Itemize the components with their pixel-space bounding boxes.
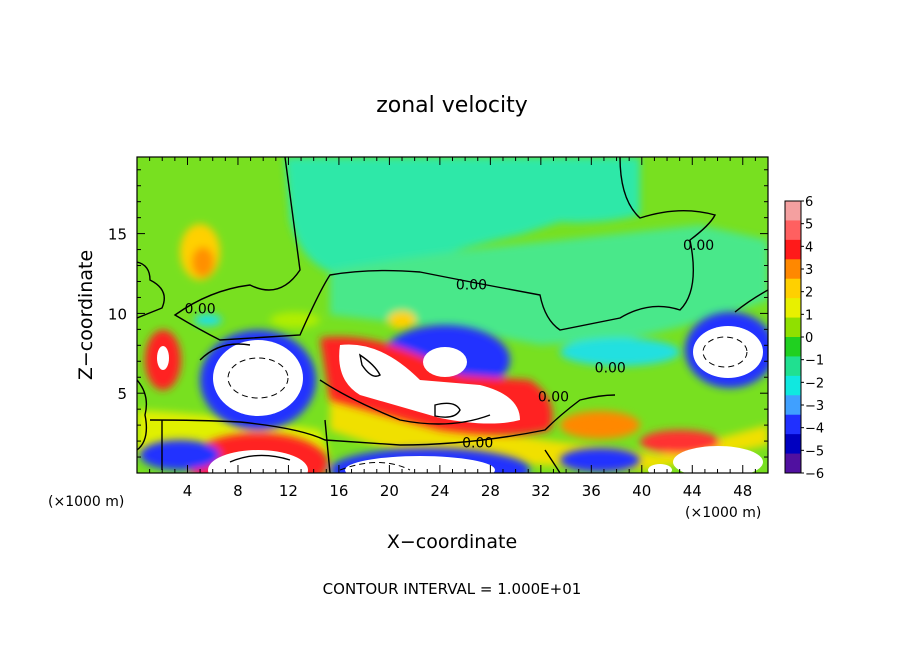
colorbar-labels: 6 5 4 3 2 1 0 −1 −2 −3 −4 −5 −6: [805, 195, 824, 482]
colorbar-swatch: [785, 220, 801, 241]
colorbar-label: −2: [805, 376, 824, 391]
colorbar-label: 3: [805, 263, 813, 278]
x-tick-label: 16: [329, 482, 348, 500]
y-tick-label: 15: [108, 226, 127, 244]
colorbar-label: −6: [805, 467, 824, 482]
contour-label: 0.00: [185, 302, 216, 318]
x-tick-label: 40: [632, 482, 651, 500]
x-unit-label-right: (×1000 m): [685, 505, 761, 521]
y-axis-label: Z−coordinate: [75, 250, 97, 380]
colorbar-label: −4: [805, 422, 824, 437]
colorbar-label: −3: [805, 399, 824, 414]
x-tick-labels: 4 8 12 16 20 24 28 32 36 40 44 48: [183, 482, 753, 500]
x-tick-label: 12: [279, 482, 298, 500]
colorbar: [784, 200, 804, 474]
negative-contours: [227, 336, 748, 471]
colorbar-swatch: [785, 298, 801, 319]
x-tick-label: 48: [733, 482, 752, 500]
colorbar-swatch: [785, 395, 801, 416]
x-axis-label: X−coordinate: [387, 531, 517, 553]
x-tick-label: 20: [380, 482, 399, 500]
colorbar-swatch: [785, 239, 801, 260]
colorbar-swatch: [785, 278, 801, 299]
colorbar-label: −5: [805, 444, 824, 459]
contour-label: 0.00: [462, 436, 493, 452]
colorbar-label: 0: [805, 331, 813, 346]
y-tick-labels: 5 10 15: [108, 226, 127, 404]
contour-label: 0.00: [538, 389, 569, 405]
x-tick-label: 4: [183, 482, 193, 500]
colorbar-swatch: [785, 414, 801, 435]
colorbar-swatch: [785, 434, 801, 455]
x-tick-label: 44: [683, 482, 702, 500]
axis-ticks: [137, 157, 768, 473]
heatmap-field: [137, 157, 768, 473]
colorbar-swatch: [785, 453, 801, 474]
colorbar-label: 6: [805, 195, 813, 210]
x-tick-label: 32: [531, 482, 550, 500]
contour-label: 0.00: [456, 278, 487, 294]
colorbar-label: 1: [805, 308, 813, 323]
chart-title: zonal velocity: [376, 93, 528, 118]
colorbar-swatch: [785, 259, 801, 280]
x-tick-label: 36: [582, 482, 601, 500]
colorbar-label: 5: [805, 218, 813, 233]
colorbar-label: −1: [805, 354, 824, 369]
x-tick-label: 28: [481, 482, 500, 500]
y-tick-label: 5: [117, 385, 127, 403]
colorbar-label: 4: [805, 240, 813, 255]
y-tick-label: 10: [108, 305, 127, 323]
x-tick-label: 24: [430, 482, 449, 500]
contour-lines: [137, 157, 768, 473]
colorbar-swatch: [785, 375, 801, 396]
contour-label: 0.00: [683, 238, 714, 254]
x-unit-label-left: (×1000 m): [48, 494, 124, 510]
colorbar-swatch: [785, 317, 801, 338]
colorbar-label: 2: [805, 286, 813, 301]
contour-label: 0.00: [595, 361, 626, 377]
colorbar-swatch: [785, 337, 801, 357]
contour-labels: 0.00 0.00 0.00 0.00 0.00 0.00: [185, 238, 715, 452]
x-tick-label: 8: [233, 482, 243, 500]
colorbar-swatch: [785, 356, 801, 377]
colorbar-swatch: [785, 201, 801, 221]
footer-note: CONTOUR INTERVAL = 1.000E+01: [323, 580, 582, 598]
